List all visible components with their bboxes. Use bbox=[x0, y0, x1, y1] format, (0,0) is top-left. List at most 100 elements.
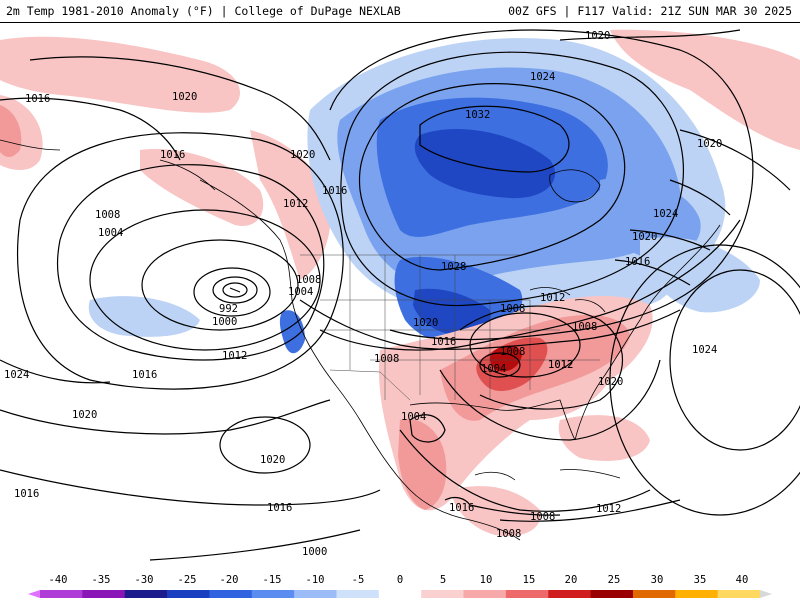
state-border-layer bbox=[300, 254, 600, 401]
isobar-label: 1000 bbox=[212, 316, 237, 328]
colorbar-tick-label: 35 bbox=[693, 574, 707, 586]
isobar-1020-quebec bbox=[629, 229, 711, 251]
isobar-label: 1020 bbox=[172, 91, 197, 103]
isobar-label: 1024 bbox=[530, 71, 555, 83]
isobar-label: 1016 bbox=[132, 369, 157, 381]
west-coast-line bbox=[199, 179, 521, 541]
isobar-label: 1028 bbox=[441, 261, 466, 273]
isobar-label: 1012 bbox=[222, 350, 247, 362]
isobar-label: 1024 bbox=[692, 344, 717, 356]
isobar-label: 1020 bbox=[585, 30, 610, 42]
isobar-label: 1012 bbox=[548, 359, 573, 371]
isobar-label: 1004 bbox=[401, 411, 426, 423]
isobar-1016-east bbox=[439, 359, 661, 441]
isobar-label: 1016 bbox=[160, 149, 185, 161]
isobar-label: 1016 bbox=[625, 256, 650, 268]
isobar-label-layer: 1020 1024 1016 1020 1032 1016 1020 1016 … bbox=[4, 30, 722, 558]
isobar-label: 1020 bbox=[72, 409, 97, 421]
anomaly-fill-layer bbox=[0, 29, 800, 537]
isobar-label: 1008 bbox=[500, 346, 525, 358]
anomaly-area-pacific-pink bbox=[0, 36, 240, 113]
isobar-1024-canada bbox=[340, 51, 684, 307]
colorbar-swatch bbox=[378, 590, 422, 598]
weather-map[interactable]: 1020 1024 1016 1020 1032 1016 1020 1016 … bbox=[0, 23, 800, 570]
isobar-label: 1012 bbox=[283, 198, 308, 210]
isobar-label: 1008 bbox=[496, 528, 521, 540]
colorbar-swatch bbox=[251, 590, 295, 598]
colorbar-tick-label: -5 bbox=[351, 574, 365, 586]
yucatan-line bbox=[474, 471, 516, 481]
isobar-label: 1004 bbox=[288, 286, 313, 298]
isobar-label: 1020 bbox=[413, 317, 438, 329]
isobar-label: 1008 bbox=[500, 303, 525, 315]
colorbar-swatch bbox=[421, 590, 465, 598]
colorbar-swatch bbox=[548, 590, 592, 598]
isobar-1020-greenland bbox=[559, 29, 741, 41]
isobar-layer bbox=[0, 29, 800, 561]
isobar-label: 1004 bbox=[481, 363, 506, 375]
colorbar-swatch bbox=[167, 590, 210, 598]
colorbar-tick-label: 20 bbox=[564, 574, 578, 586]
colorbar-swatch bbox=[209, 590, 253, 598]
isobar-label: 1008 bbox=[572, 321, 597, 333]
isobar-label: 1012 bbox=[540, 292, 565, 304]
isobar-label: 1008 bbox=[95, 209, 120, 221]
model-run-info: 00Z GFS | F117 Valid: 21Z SUN MAR 30 202… bbox=[508, 4, 792, 18]
isobar-label: 1016 bbox=[25, 93, 50, 105]
colorbar-swatch bbox=[463, 590, 507, 598]
isobar-1008-southeast bbox=[469, 312, 581, 378]
isobar-1016-south-pacific bbox=[0, 469, 381, 506]
isobar-1012-far-south bbox=[149, 529, 361, 561]
colorbar-tick-label: 15 bbox=[522, 574, 536, 586]
isobar-1020-canada bbox=[329, 29, 754, 341]
coastline-layer bbox=[0, 139, 721, 541]
colorbar-tick-label: -25 bbox=[177, 574, 197, 586]
isobar-label: 1016 bbox=[431, 336, 456, 348]
isobar-1016-west bbox=[17, 132, 344, 390]
isobar-1024-west bbox=[0, 359, 111, 384]
colorbar-tick-label: 5 bbox=[439, 574, 447, 586]
isobar-label: 1024 bbox=[4, 369, 29, 381]
anomaly-area-central-america-pink bbox=[450, 486, 541, 537]
colorbar-swatch bbox=[675, 590, 719, 598]
colorbar-tick-labels: -40 -35 -30 -25 -20 -15 -10 -5 0 5 10 15… bbox=[0, 574, 800, 588]
isobar-label: 1020 bbox=[260, 454, 285, 466]
isobar-1020-atlantic bbox=[609, 244, 800, 516]
colorbar-swatch bbox=[124, 590, 168, 598]
isobar-label: 1004 bbox=[98, 227, 123, 239]
map-title: 2m Temp 1981-2010 Anomaly (°F) | College… bbox=[6, 4, 401, 18]
isobar-1016-alaska bbox=[0, 97, 181, 161]
isobar-1012-east bbox=[459, 305, 623, 410]
isobar-label: 1032 bbox=[465, 109, 490, 121]
great-lakes-line bbox=[529, 287, 606, 313]
isobar-label: 1016 bbox=[267, 502, 292, 514]
colorbar-swatch bbox=[82, 590, 126, 598]
anomaly-area-gulf-alaska-pink bbox=[140, 149, 264, 226]
isobar-label: 1020 bbox=[598, 376, 623, 388]
isobar-1004-mexico bbox=[409, 414, 446, 443]
colorbar-arrow-low bbox=[28, 590, 40, 598]
colorbar-tick-label: -35 bbox=[91, 574, 111, 586]
low-center-mark bbox=[229, 287, 241, 293]
anomaly-area-atlantic-pink bbox=[558, 415, 650, 461]
isobar-1024-atlantic bbox=[669, 269, 800, 451]
isobar-label: 1000 bbox=[302, 546, 327, 558]
isobar-ring-992 bbox=[222, 282, 248, 298]
colorbar-tick-label: 0 bbox=[396, 574, 404, 586]
colorbar-swatch bbox=[590, 590, 634, 598]
isobar-label: 1020 bbox=[697, 138, 722, 150]
colorbar-tick-label: -10 bbox=[305, 574, 325, 586]
east-coast-line bbox=[574, 224, 721, 441]
anomaly-area-east-canada-light-blue bbox=[640, 237, 760, 313]
colorbar-swatch bbox=[717, 590, 761, 598]
isobar-label: 1012 bbox=[548, 359, 573, 371]
anomaly-colorbar bbox=[28, 590, 772, 598]
isobar-1020-north-pacific bbox=[29, 56, 331, 161]
alaska-coast-line bbox=[0, 139, 216, 191]
isobar-label: 1016 bbox=[14, 488, 39, 500]
colorbar-swatches bbox=[28, 590, 772, 598]
anomaly-area-southeast-dark-red bbox=[489, 345, 522, 372]
pressure-center-layer bbox=[229, 287, 241, 293]
isobar-label: 1016 bbox=[449, 502, 474, 514]
isobar-label: 1008 bbox=[530, 511, 555, 523]
